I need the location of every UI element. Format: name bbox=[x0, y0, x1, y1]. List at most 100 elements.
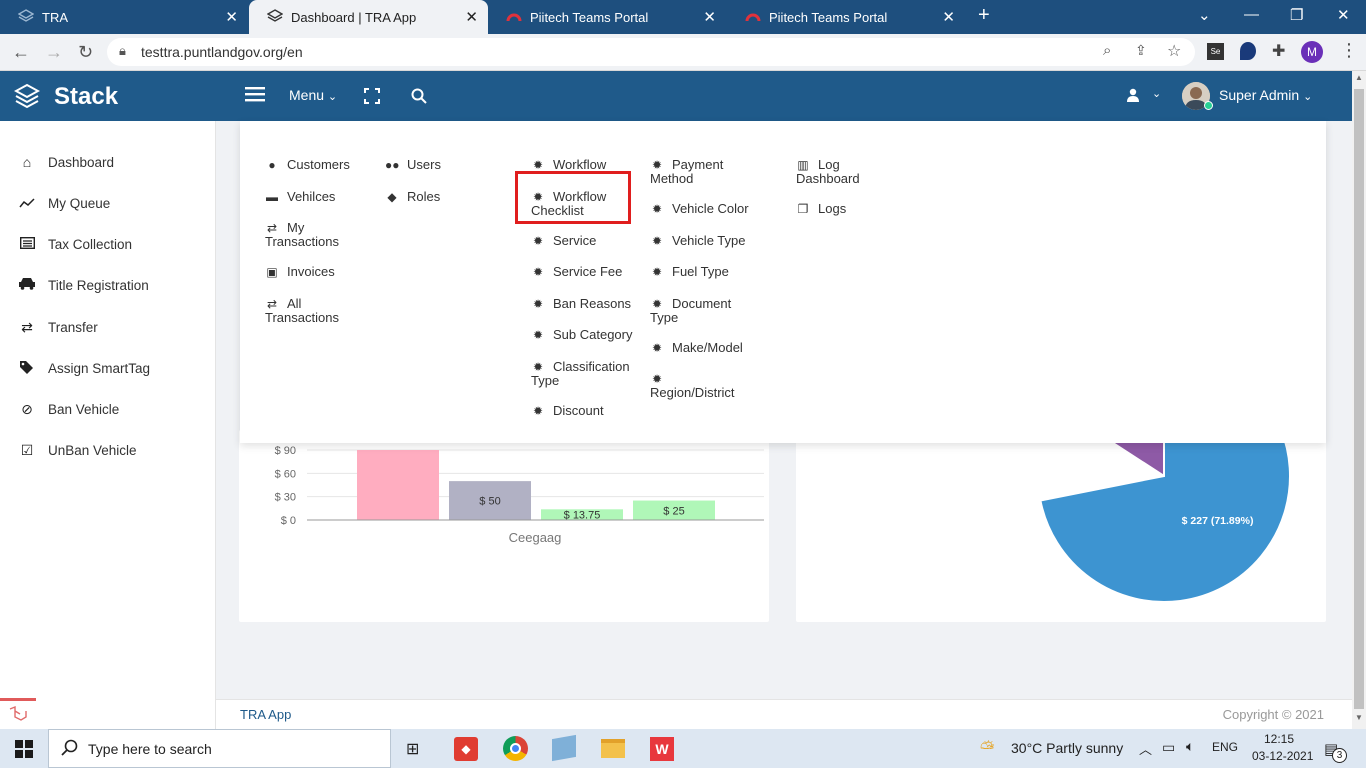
mega-menu-item[interactable]: ✹ Classification Type bbox=[531, 360, 630, 387]
menu-dropdown[interactable]: Menu ⌄ bbox=[289, 87, 337, 103]
mega-menu-item[interactable]: ✹ Vehicle Color bbox=[650, 202, 749, 216]
mega-menu-item[interactable]: ✹ Workflow Checklist bbox=[531, 190, 606, 217]
anydesk-icon[interactable]: ◆ bbox=[454, 737, 478, 761]
back-arrow-icon[interactable]: ← bbox=[12, 42, 30, 62]
mega-menu-item[interactable]: ● Customers bbox=[265, 158, 349, 172]
mega-menu-item[interactable]: ✹ Discount bbox=[531, 404, 604, 418]
app-window-icon[interactable] bbox=[552, 734, 576, 762]
browser-tab[interactable]: TRA ✕ bbox=[0, 0, 248, 34]
user-menu[interactable]: Super Admin ⌄ bbox=[1219, 87, 1312, 103]
user-icon[interactable] bbox=[1127, 88, 1139, 107]
mega-menu-item[interactable]: ●● Users bbox=[385, 158, 441, 172]
new-tab-button[interactable]: + bbox=[978, 4, 990, 26]
url-input[interactable]: 🔒︎ testtra.puntlandgov.org/en ⌕ ⇪ ☆ bbox=[107, 38, 1195, 66]
sidebar-item-label: Assign SmartTag bbox=[48, 360, 151, 376]
page-scrollbar[interactable]: ▲ ▼ bbox=[1352, 71, 1366, 729]
wps-office-icon[interactable]: W bbox=[650, 737, 674, 761]
close-window-icon[interactable]: ✕ bbox=[1337, 7, 1350, 24]
hamburger-icon[interactable] bbox=[245, 85, 265, 108]
forward-arrow-icon[interactable]: → bbox=[45, 42, 63, 62]
fullscreen-icon[interactable] bbox=[364, 88, 380, 109]
scroll-down-icon[interactable]: ▼ bbox=[1355, 713, 1363, 722]
extension-se-icon[interactable]: Se bbox=[1207, 43, 1224, 60]
sidebar-item-assign-smarttag[interactable]: Assign SmartTag bbox=[0, 348, 216, 388]
language-indicator[interactable]: ENG bbox=[1212, 740, 1239, 754]
brand-name[interactable]: Stack bbox=[54, 83, 119, 110]
task-view-icon[interactable]: ⊞ bbox=[406, 741, 420, 758]
mega-menu-item[interactable]: ✹ Service bbox=[531, 234, 596, 248]
laravel-debug-icon[interactable] bbox=[0, 698, 36, 728]
search-icon[interactable] bbox=[411, 88, 427, 109]
scroll-up-icon[interactable]: ▲ bbox=[1355, 73, 1363, 82]
weather-icon: ⛅︎ bbox=[980, 738, 995, 758]
sidebar-item-title-registration[interactable]: Title Registration bbox=[0, 265, 216, 305]
sidebar-item-unban-vehicle[interactable]: ☑ UnBan Vehicle bbox=[0, 430, 216, 470]
close-icon[interactable]: ✕ bbox=[942, 9, 955, 26]
mega-menu-item[interactable]: ✹ Vehicle Type bbox=[650, 234, 746, 248]
mega-menu-item-label: Region/District bbox=[650, 385, 735, 400]
close-icon[interactable]: ✕ bbox=[703, 9, 716, 26]
close-icon[interactable]: ✕ bbox=[225, 9, 238, 26]
close-icon[interactable]: ✕ bbox=[465, 9, 478, 26]
profile-avatar[interactable]: M bbox=[1301, 41, 1323, 63]
sidebar-item-transfer[interactable]: ⇄ Transfer bbox=[0, 307, 216, 347]
chevron-down-icon[interactable]: ⌄ bbox=[1198, 7, 1211, 24]
mega-menu-item[interactable]: ▥ Log Dashboard bbox=[796, 158, 860, 185]
zoom-search-icon[interactable]: ⌕ bbox=[1103, 42, 1112, 59]
mega-menu-item-label: Fuel Type bbox=[672, 264, 729, 279]
weather-text[interactable]: 30°C Partly sunny bbox=[1011, 740, 1124, 756]
shield-icon: ◆ bbox=[387, 190, 397, 204]
mega-menu-item[interactable]: ✹ Ban Reasons bbox=[531, 297, 631, 311]
mega-menu-item-label: Users bbox=[407, 157, 441, 172]
avatar[interactable] bbox=[1182, 82, 1210, 110]
footer-app-link[interactable]: TRA App bbox=[240, 707, 292, 722]
taskbar-search-input[interactable]: Type here to search bbox=[48, 729, 391, 768]
bar bbox=[449, 481, 531, 520]
windows-start-icon[interactable] bbox=[15, 740, 33, 763]
mega-menu-item[interactable]: ✹ Sub Category bbox=[531, 328, 633, 342]
mega-menu-item-label: Service bbox=[553, 233, 597, 248]
share-icon[interactable]: ⇪ bbox=[1135, 42, 1147, 58]
mega-menu-item[interactable]: ✹ Service Fee bbox=[531, 265, 622, 279]
chrome-icon[interactable] bbox=[503, 736, 528, 761]
mega-menu-item[interactable]: ▬ Vehilces bbox=[265, 190, 335, 204]
restore-icon[interactable]: ❐ bbox=[1290, 7, 1304, 24]
sidebar-item-dashboard[interactable]: ⌂ Dashboard bbox=[0, 142, 216, 182]
mega-menu-item[interactable]: ▣ Invoices bbox=[265, 265, 334, 279]
scrollbar-thumb[interactable] bbox=[1354, 89, 1364, 709]
mega-menu-item[interactable]: ⇄ All Transactions bbox=[265, 297, 339, 324]
pie-chart-panel: $ 50 (15.84%)$ 227 (71.89%) bbox=[796, 430, 1326, 622]
browser-tab-active[interactable]: Dashboard | TRA App ✕ bbox=[249, 0, 488, 34]
network-icon[interactable]: ▭ bbox=[1162, 739, 1176, 755]
pie-slice bbox=[1039, 430, 1291, 603]
clock-time[interactable]: 12:15 bbox=[1264, 732, 1295, 746]
mega-menu-item-label: Discount bbox=[553, 403, 604, 418]
bookmark-star-icon[interactable]: ☆ bbox=[1167, 43, 1182, 60]
clock-date[interactable]: 03-12-2021 bbox=[1252, 749, 1314, 763]
mega-menu-item[interactable]: ✹ Fuel Type bbox=[650, 265, 729, 279]
gear-icon: ✹ bbox=[532, 234, 544, 248]
mega-menu-item[interactable]: ✹ Document Type bbox=[650, 297, 731, 324]
sidebar-item-ban-vehicle[interactable]: ⊘ Ban Vehicle bbox=[0, 389, 216, 429]
extension-shield-icon[interactable] bbox=[1240, 42, 1256, 60]
users-icon: ●● bbox=[385, 158, 400, 172]
reload-icon[interactable]: ↻ bbox=[78, 42, 94, 62]
browser-tab[interactable]: Piitech Teams Portal ✕ bbox=[488, 0, 726, 34]
mega-menu-item[interactable]: ✹ Make/Model bbox=[650, 341, 743, 355]
file-explorer-icon[interactable] bbox=[601, 739, 625, 758]
volume-icon[interactable]: 🔈︎ bbox=[1186, 738, 1195, 754]
mega-menu-item[interactable]: ✹ Payment Method bbox=[650, 158, 723, 185]
sidebar-item-tax-collection[interactable]: Tax Collection bbox=[0, 224, 216, 264]
chevron-up-icon[interactable]: ︿ bbox=[1139, 742, 1153, 757]
chevron-down-icon[interactable]: ⌄ bbox=[1152, 88, 1162, 100]
kebab-menu-icon[interactable]: ⋮ bbox=[1340, 40, 1358, 60]
mega-menu-item[interactable]: ✹ Region/District bbox=[650, 372, 735, 401]
mega-menu-item[interactable]: ◆ Roles bbox=[385, 190, 440, 204]
puzzle-icon[interactable]: ✚ bbox=[1272, 43, 1286, 60]
mega-menu-item[interactable]: ✹ Workflow bbox=[531, 158, 606, 172]
minimize-icon[interactable]: — bbox=[1244, 6, 1259, 23]
mega-menu-item[interactable]: ⇄ My Transactions bbox=[265, 221, 339, 248]
mega-menu-item[interactable]: ❐ Logs bbox=[796, 202, 847, 216]
sidebar-item-my-queue[interactable]: My Queue bbox=[0, 183, 216, 223]
browser-tab[interactable]: Piitech Teams Portal ✕ bbox=[727, 0, 965, 34]
